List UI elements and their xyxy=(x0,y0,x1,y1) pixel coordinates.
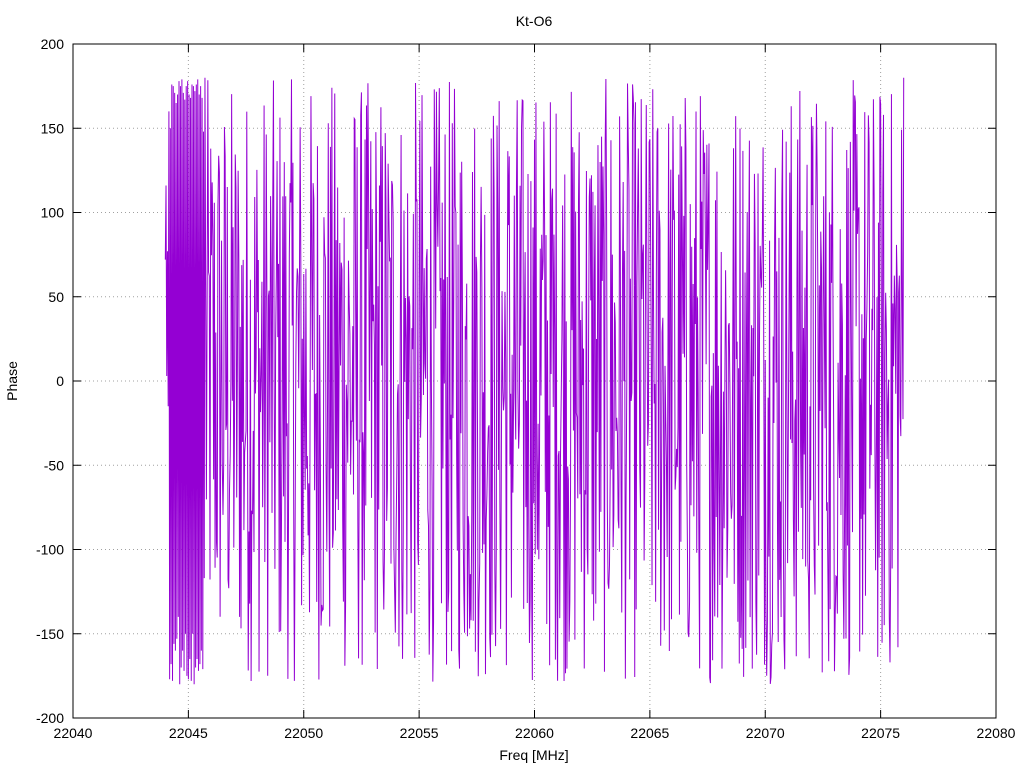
x-tick-label: 22060 xyxy=(515,725,554,741)
y-tick-label: -50 xyxy=(44,457,64,473)
y-tick-label: 50 xyxy=(48,289,64,305)
y-tick-label: -200 xyxy=(36,710,64,726)
y-tick-label: 0 xyxy=(56,373,64,389)
y-axis-label: Phase xyxy=(4,361,20,401)
x-tick-label: 22055 xyxy=(400,725,439,741)
x-tick-label: 22045 xyxy=(169,725,208,741)
x-axis-label: Freq [MHz] xyxy=(499,747,568,763)
x-tick-label: 22075 xyxy=(861,725,900,741)
x-tick-label: 22070 xyxy=(746,725,785,741)
y-tick-label: 200 xyxy=(41,36,65,52)
x-axis-ticks: 22040 22045 22050 22055 22060 22065 22070 22075… xyxy=(54,44,1016,741)
x-tick-label: 22065 xyxy=(630,725,669,741)
x-tick-label: 22080 xyxy=(977,725,1016,741)
y-tick-label: 150 xyxy=(41,120,65,136)
y-axis-ticks: -200 -150 -100 -50 0 50 100 150 200 xyxy=(36,36,996,726)
y-tick-label: 100 xyxy=(41,205,65,221)
series-line xyxy=(164,77,905,685)
x-tick-label: 22040 xyxy=(54,725,93,741)
chart-title: Kt-O6 xyxy=(516,13,553,29)
series-group xyxy=(164,77,905,685)
x-tick-label: 22050 xyxy=(284,725,323,741)
y-tick-label: -100 xyxy=(36,542,64,558)
y-tick-label: -150 xyxy=(36,626,64,642)
